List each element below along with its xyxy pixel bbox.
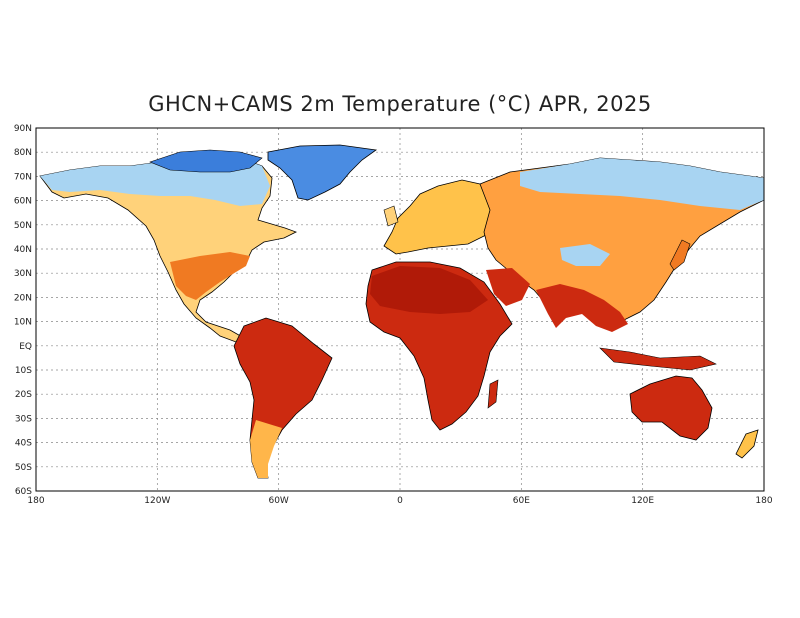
lat-tick-label: 30S xyxy=(15,414,32,424)
australia xyxy=(629,375,713,441)
lat-tick-label: 60S xyxy=(15,487,32,497)
lat-tick-label: 30N xyxy=(14,269,32,279)
japan xyxy=(669,239,691,271)
lat-tick-label: 20S xyxy=(15,390,32,400)
lat-tick-label: 50N xyxy=(14,221,32,231)
arabia xyxy=(486,268,530,306)
south-america xyxy=(233,317,333,479)
lat-tick-label: 40N xyxy=(14,245,32,255)
lat-tick-label: 90N xyxy=(14,124,32,134)
lat-tick-label: 10S xyxy=(15,366,32,376)
lat-tick-label: 80N xyxy=(14,148,32,158)
madagascar xyxy=(487,379,499,409)
greenland xyxy=(267,144,378,201)
lon-tick-label: 180 xyxy=(755,496,772,506)
longitude-labels: 180 120W 60W 0 60E 120E 180 xyxy=(27,496,772,506)
siberia-cold xyxy=(520,158,764,210)
indonesia xyxy=(599,347,717,371)
lon-tick-label: 60E xyxy=(513,496,530,506)
lat-tick-label: 50S xyxy=(15,463,32,473)
land-temperature-layer xyxy=(39,144,764,479)
india-se-asia xyxy=(536,284,628,332)
british-isles xyxy=(383,205,399,227)
lat-tick-label: 20N xyxy=(14,293,32,303)
tibet-cold xyxy=(560,244,610,266)
lon-tick-label: 0 xyxy=(397,496,403,506)
lon-tick-label: 120E xyxy=(631,496,654,506)
lon-tick-label: 180 xyxy=(27,496,44,506)
map-frame xyxy=(35,127,765,492)
lat-tick-label: 40S xyxy=(15,439,32,449)
lon-tick-label: 60W xyxy=(268,496,288,506)
latitude-labels: 90N 80N 70N 60N 50N 40N 30N 20N 10N EQ 10S 20S 30S 40… xyxy=(14,124,32,497)
usa-warm xyxy=(170,252,250,300)
lon-tick-label: 120W xyxy=(144,496,170,506)
south-america-south xyxy=(250,420,282,478)
map-title: GHCN+CAMS 2m Temperature (°C) APR, 2025 xyxy=(148,92,652,116)
lat-tick-label: EQ xyxy=(19,342,32,352)
lat-tick-label: 70N xyxy=(14,172,32,182)
canadian-archipelago xyxy=(149,149,263,173)
new-zealand xyxy=(735,429,759,459)
lat-tick-label: 10N xyxy=(14,318,32,328)
lat-tick-label: 60N xyxy=(14,197,32,207)
sahara xyxy=(370,266,488,314)
